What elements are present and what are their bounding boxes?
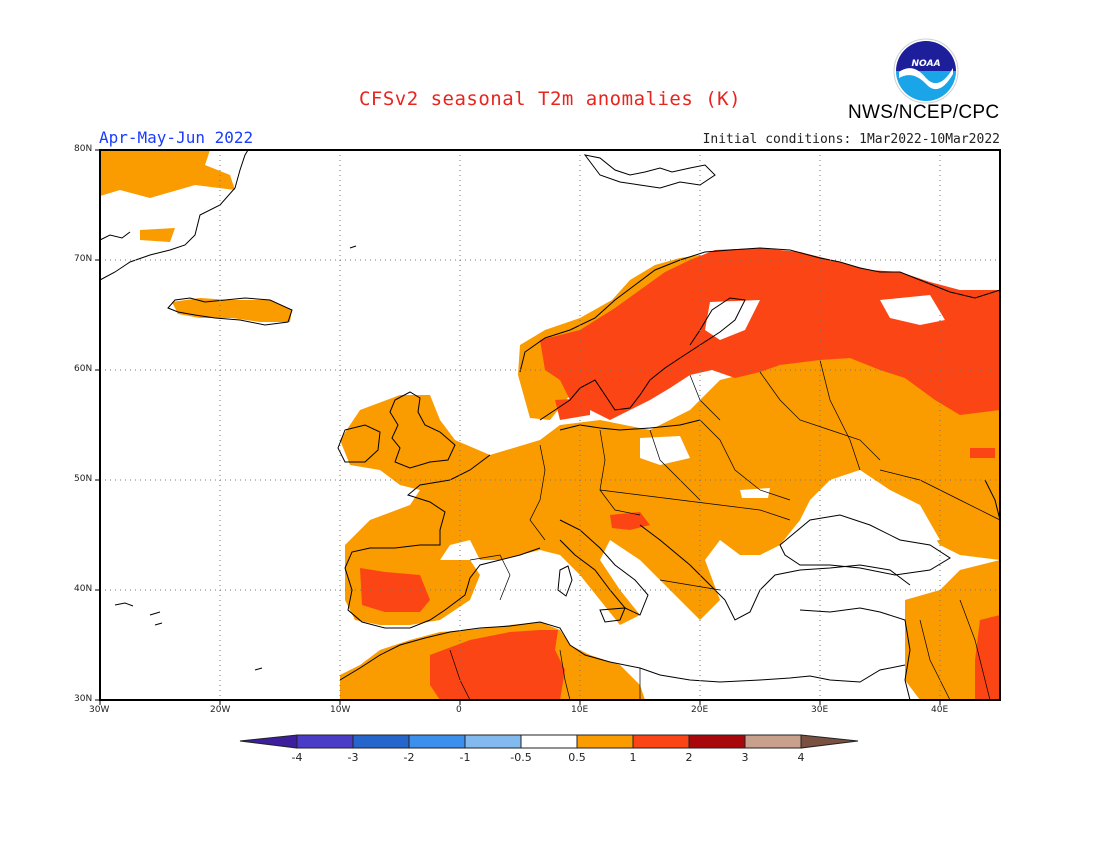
lon-tick-label: 20W: [210, 705, 231, 715]
colorbar-bin-1-2: [632, 734, 690, 749]
map-title: CFSv2 seasonal T2m anomalies (K): [358, 88, 742, 110]
colorbar-bin-neutral: [520, 734, 578, 749]
small-islands: [114, 245, 357, 671]
logo-text: NOAA: [911, 59, 940, 69]
colorbar-bin-3-4: [744, 734, 802, 749]
colorbar-bin-1-05: [464, 734, 522, 749]
colorbar-tick-label: -4: [291, 751, 303, 764]
lat-tick-label: 30N: [74, 694, 93, 704]
colorbar-bin-3-2: [352, 734, 410, 749]
colorbar-tick-label: -3: [347, 751, 359, 764]
colorbar-bin-2-1: [408, 734, 466, 749]
colorbar-tick-label: -0.5: [510, 751, 532, 764]
lat-tick-label: 80N: [74, 144, 93, 154]
colorbar-bin-05-1: [576, 734, 634, 749]
axis-ticks: [95, 149, 941, 705]
lon-tick-label: 30E: [811, 705, 829, 715]
lon-tick-label: 0: [456, 705, 462, 715]
colorbar-tick-label: 4: [797, 751, 805, 764]
lat-tick-label: 50N: [74, 474, 93, 484]
colorbar: [239, 734, 859, 749]
graticule: [100, 150, 1000, 700]
colorbar-tick-label: 0.5: [568, 751, 586, 764]
lat-tick-label: 70N: [74, 254, 93, 264]
colorbar-bin-4-3: [296, 734, 354, 749]
map-frame: [99, 149, 1001, 701]
colorbar-bin-gt-4: [800, 734, 859, 749]
lon-tick-label: 10E: [571, 705, 589, 715]
colorbar-bin-2-3: [688, 734, 746, 749]
lon-tick-label: 40E: [931, 705, 949, 715]
organization-label: NWS/NCEP/CPC: [848, 102, 1000, 123]
anomaly-layer-warm-2: [360, 248, 1000, 700]
colorbar-tick-label: 1: [629, 751, 637, 764]
colorbar-tick-label: -1: [459, 751, 471, 764]
lon-tick-label: 30W: [89, 705, 110, 715]
coastlines: [99, 149, 1001, 701]
lat-tick-label: 60N: [74, 364, 93, 374]
noaa-logo: NOAA: [893, 38, 959, 104]
season-label: Apr-May-Jun 2022: [99, 128, 254, 147]
lon-tick-label: 10W: [330, 705, 351, 715]
initial-conditions-label: Initial conditions: 1Mar2022-10Mar2022: [702, 132, 1000, 147]
colorbar-tick-label: 3: [741, 751, 749, 764]
colorbar-tick-label: 2: [685, 751, 693, 764]
colorbar-bin-lt-4: [239, 734, 298, 749]
colorbar-tick-label: -2: [403, 751, 415, 764]
lat-tick-label: 40N: [74, 584, 93, 594]
lon-tick-label: 20E: [691, 705, 709, 715]
